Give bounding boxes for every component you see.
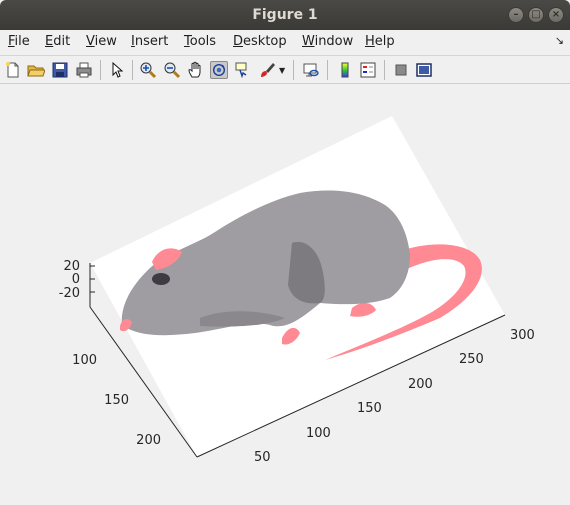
menu-file-rest: ile [14, 34, 30, 49]
legend-icon[interactable] [359, 61, 377, 79]
z-tick-label: 20 [63, 259, 80, 274]
link-plot-icon[interactable] [302, 61, 320, 79]
rat-belly-shadow [200, 311, 285, 327]
menu-insert-rest: nsert [134, 34, 169, 49]
hide-plot-tools-icon[interactable] [392, 61, 410, 79]
axes-canvas[interactable]: 20 0 -20 100 150 200 50 100 150 200 250 … [0, 85, 570, 505]
y-axis-line [89, 306, 198, 458]
zoom-out-icon[interactable] [163, 61, 181, 79]
y-tick-label: 200 [136, 433, 161, 448]
toolbar-separator [327, 60, 328, 80]
z-tick-label: -20 [59, 286, 80, 301]
toolbar-separator [132, 60, 133, 80]
toolbar-separator [293, 60, 294, 80]
zoom-in-icon[interactable] [139, 61, 157, 79]
menubar-dock-arrow-icon[interactable]: ↘ [554, 34, 564, 47]
brush-dropdown-icon[interactable]: ▼ [279, 66, 286, 75]
menu-file[interactable]: File [8, 34, 30, 49]
x-axis-line [196, 314, 506, 458]
title-bar[interactable]: Figure 1 – □ × [0, 0, 570, 30]
maximize-button[interactable]: □ [528, 7, 544, 23]
rat-tail [325, 244, 482, 360]
minimize-button[interactable]: – [508, 7, 524, 23]
close-icon: × [551, 9, 561, 20]
x-tick-label: 50 [254, 450, 271, 465]
save-icon[interactable] [51, 61, 69, 79]
menu-tools[interactable]: Tools [184, 34, 217, 49]
colorbar-icon[interactable] [336, 61, 354, 79]
menu-view[interactable]: View [86, 34, 117, 49]
menu-edit[interactable]: Edit [45, 34, 71, 49]
x-tick-label: 100 [306, 426, 331, 441]
data-cursor-icon[interactable] [234, 61, 252, 79]
rat-body-shadow [288, 241, 325, 304]
menu-view-rest: iew [94, 34, 117, 49]
open-file-icon[interactable] [27, 61, 45, 79]
menu-window[interactable]: Window [302, 34, 354, 49]
rat-eye [152, 273, 170, 285]
rat-nose [120, 318, 132, 332]
new-figure-icon[interactable] [4, 61, 22, 79]
z-tick-label: 0 [72, 272, 80, 287]
toolbar-separator [100, 60, 101, 80]
toolbar-separator [384, 60, 385, 80]
menu-help-rest: elp [374, 34, 395, 49]
edit-plot-arrow-icon[interactable] [108, 61, 126, 79]
rat-surface [120, 190, 482, 360]
rat-body [121, 190, 410, 336]
x-tick-label: 300 [510, 328, 535, 343]
z-tick-marks [90, 265, 95, 293]
rat-ear [152, 248, 182, 270]
menu-window-rest: indow [314, 34, 354, 49]
show-plot-tools-icon[interactable] [415, 61, 433, 79]
menu-desktop-rest: esktop [243, 34, 287, 49]
pan-hand-icon[interactable] [187, 61, 205, 79]
figure-toolbar: ▼ [0, 55, 570, 84]
x-tick-label: 250 [459, 352, 484, 367]
maximize-icon: □ [531, 9, 541, 20]
close-button[interactable]: × [548, 7, 564, 23]
menu-edit-rest: dit [53, 34, 71, 49]
menu-insert[interactable]: Insert [131, 34, 169, 49]
menu-tools-rest: ools [189, 34, 217, 49]
x-tick-label: 150 [357, 401, 382, 416]
rat-back-foot [350, 302, 376, 317]
rat-front-foot [282, 327, 300, 345]
rotate-3d-icon[interactable] [210, 61, 228, 79]
x-tick-label: 200 [408, 377, 433, 392]
menu-bar: File Edit View Insert Tools Desktop Wind… [0, 30, 570, 54]
print-icon[interactable] [75, 61, 93, 79]
brush-icon[interactable] [258, 61, 276, 79]
menu-desktop[interactable]: Desktop [233, 34, 287, 49]
y-tick-label: 150 [104, 393, 129, 408]
menu-help[interactable]: Help [365, 34, 395, 49]
y-tick-label: 100 [72, 353, 97, 368]
minimize-icon: – [513, 9, 519, 20]
window-title: Figure 1 [252, 7, 318, 23]
